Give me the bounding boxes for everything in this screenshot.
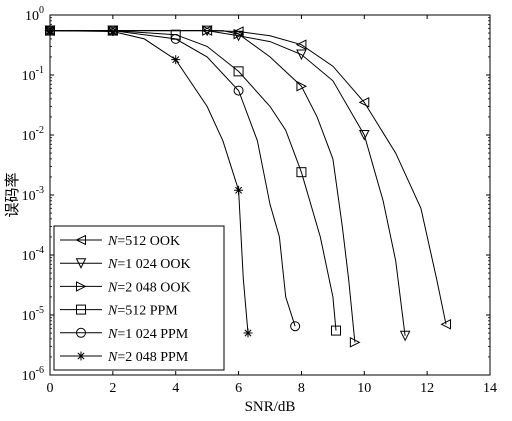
x-tick-label: 0	[47, 381, 54, 396]
legend-entry: N=512 OOK	[107, 234, 180, 249]
series-0-point	[295, 39, 307, 51]
legend-entry: N=1 024 PPM	[107, 327, 189, 342]
y-tick-exponent: -4	[36, 245, 44, 256]
x-tick-label: 4	[172, 381, 179, 396]
y-tick-base: 10	[25, 9, 39, 24]
y-tick-label: 10-1	[22, 65, 44, 84]
series-2-point	[349, 337, 361, 348]
y-tick-base: 10	[22, 189, 36, 204]
series-3-point	[233, 66, 244, 77]
series-0-point	[358, 97, 370, 108]
x-tick-label: 10	[357, 381, 371, 396]
y-tick-label: 10-6	[22, 365, 44, 384]
series-line-3	[50, 30, 337, 331]
series-line-4	[50, 30, 296, 327]
legend-entry-variable: N	[107, 257, 118, 272]
series-1-point	[296, 49, 307, 61]
x-tick-label: 14	[483, 381, 497, 396]
axis-ticks	[49, 14, 491, 376]
y-tick-base: 10	[22, 309, 36, 324]
series-1-point	[201, 25, 213, 37]
series-4-point	[290, 321, 301, 332]
y-tick-label: 10-5	[22, 305, 44, 324]
series-2-point	[233, 28, 245, 40]
series-3-point	[296, 167, 307, 178]
y-tick-exponent: -3	[36, 185, 44, 196]
series-5-point	[171, 55, 181, 65]
legend-marker	[76, 327, 86, 338]
x-axis-label: SNR/dB	[245, 399, 296, 415]
x-tick-labels: 0 2 4 6 8 10 12 14	[47, 381, 498, 396]
legend-entry-variable: N	[107, 350, 118, 365]
legend-entry-label: =1 024 PPM	[117, 327, 188, 342]
legend-entry-label: =1 024 OOK	[117, 257, 190, 272]
series-line-5	[49, 30, 249, 334]
x-tick-label: 2	[109, 381, 116, 396]
legend-box	[53, 225, 225, 371]
x-tick-label: 8	[298, 381, 305, 396]
legend-marker	[76, 304, 86, 315]
legend-entry: N=2 048 OOK	[107, 280, 191, 295]
series-2-point	[296, 80, 308, 92]
legend-entry-variable: N	[107, 280, 118, 295]
series-curves	[49, 30, 447, 343]
y-tick-label: 10-2	[22, 125, 44, 144]
x-tick-label: 12	[420, 381, 434, 396]
series-1-point	[358, 130, 370, 141]
series-line-2	[50, 30, 356, 343]
y-tick-base: 10	[22, 129, 36, 144]
series-5-point	[108, 27, 118, 37]
legend-entry: N=1 024 OOK	[107, 257, 191, 272]
legend-entry-variable: N	[107, 304, 118, 319]
legend-marker	[76, 281, 87, 292]
legend-entry-label: =2 048 PPM	[117, 350, 188, 365]
series-4-point	[233, 85, 244, 96]
y-tick-base: 10	[22, 369, 36, 384]
series-5-point	[234, 185, 244, 195]
y-tick-label: 10-3	[22, 185, 44, 204]
y-tick-base: 10	[22, 249, 36, 264]
y-axis-label: 误码率	[4, 172, 21, 217]
legend-marker	[76, 351, 86, 361]
legend-entry-label: =512 OOK	[117, 234, 180, 249]
series-0-point	[440, 318, 451, 330]
x-tick-label: 6	[235, 381, 242, 396]
legend-entry-label: =512 PPM	[117, 304, 178, 319]
legend-entry-variable: N	[107, 234, 118, 249]
y-tick-exponent: 0	[39, 5, 44, 16]
legend-entry: N=2 048 PPM	[107, 350, 189, 365]
legend-entry-label: =2 048 OOK	[117, 280, 190, 295]
y-tick-base: 10	[22, 69, 36, 84]
series-5-point	[243, 328, 253, 338]
series-3-point	[170, 29, 181, 40]
series-markers	[44, 25, 451, 348]
legend-marker	[75, 258, 87, 269]
y-tick-label: 10-4	[22, 245, 44, 264]
y-tick-exponent: -6	[36, 365, 44, 376]
y-tick-exponent: -1	[36, 65, 44, 76]
y-tick-label: 100	[25, 5, 44, 24]
series-4-point	[170, 33, 181, 44]
y-tick-exponent: -2	[36, 125, 44, 136]
legend-entry-variable: N	[107, 327, 118, 342]
legend-entry: N=512 PPM	[107, 304, 178, 319]
y-tick-exponent: -5	[36, 305, 44, 316]
series-1-point	[399, 330, 411, 342]
series-3-point	[331, 325, 341, 336]
series-2-point	[202, 25, 213, 36]
legend-marker	[75, 234, 86, 246]
